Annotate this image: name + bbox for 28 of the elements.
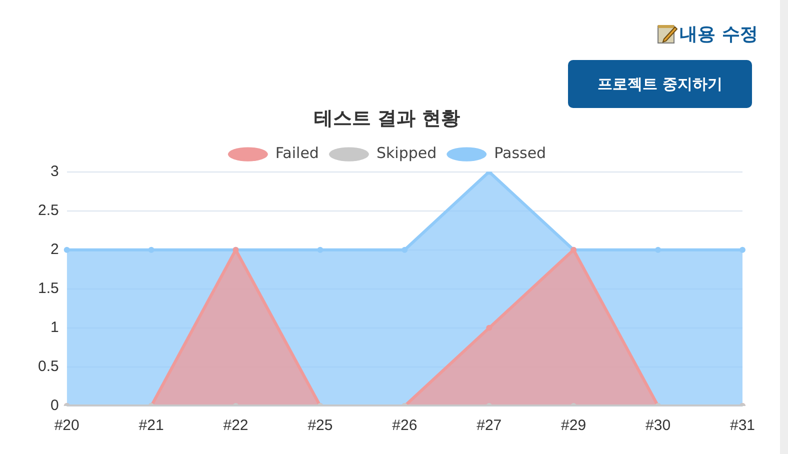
x-tick-label: #21	[138, 417, 164, 434]
y-tick-label: 1.5	[38, 280, 59, 298]
legend-label: Passed	[494, 144, 546, 162]
text: 내용 수정	[680, 23, 758, 46]
legend-label: Failed	[275, 144, 319, 162]
x-tick-label: #25	[308, 417, 333, 434]
chart-title: 테스트 결과 현황	[314, 107, 460, 130]
y-tick-label: 1	[50, 319, 59, 336]
y-tick-label: 2	[50, 241, 59, 258]
point	[64, 246, 70, 253]
point	[486, 324, 492, 331]
x-tick-label: #26	[392, 417, 418, 434]
point	[317, 246, 324, 253]
text: 프로젝트 중지하기	[568, 60, 752, 108]
y-tick-label: 3	[50, 162, 59, 180]
y-tick-label: 0	[50, 397, 59, 414]
point	[402, 246, 408, 253]
point	[655, 246, 662, 253]
x-tick-label: #30	[646, 417, 671, 434]
y-tick-label: 0.5	[38, 358, 59, 376]
point	[148, 246, 154, 253]
y-tick-label: 2.5	[38, 202, 59, 219]
x-tick-label: #22	[223, 417, 248, 434]
legend-label: Skipped	[376, 144, 437, 162]
x-tick-label: #29	[561, 417, 586, 434]
x-tick-label: #27	[476, 417, 502, 434]
x-tick-label: #20	[54, 417, 80, 434]
x-tick-label: #31	[730, 417, 755, 434]
